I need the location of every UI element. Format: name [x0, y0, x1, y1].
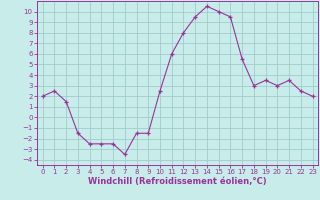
X-axis label: Windchill (Refroidissement éolien,°C): Windchill (Refroidissement éolien,°C) — [88, 177, 267, 186]
